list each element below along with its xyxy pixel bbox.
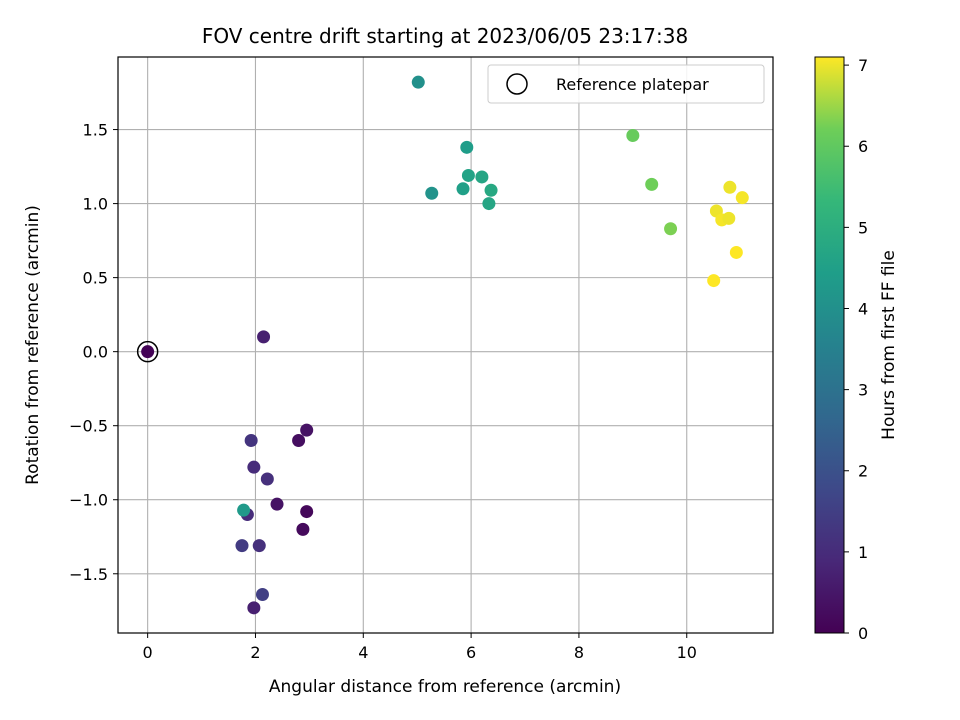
- plot-frame: [117, 56, 774, 634]
- data-point: [247, 601, 261, 615]
- colorbar-ticks: 0 1 2 3 4 5 6 7: [844, 56, 868, 643]
- y-tick-label: 1.5: [83, 121, 108, 140]
- data-point: [645, 177, 659, 191]
- colorbar-tick-label: 4: [858, 299, 868, 318]
- data-point: [484, 183, 498, 197]
- y-tick-label: 1.0: [83, 195, 108, 214]
- colorbar-gradient: [814, 56, 845, 634]
- scatter-points: [141, 75, 749, 615]
- y-tick-label: −0.5: [69, 417, 108, 436]
- data-point: [707, 274, 721, 288]
- y-axis-ticks: −1.5 −1.0 −0.5 0.0 0.5 1.0 1.5: [69, 121, 118, 584]
- colorbar-tick-label: 7: [858, 56, 868, 75]
- y-tick-label: 0.0: [83, 343, 108, 362]
- colorbar-label: Hours from first FF file: [879, 250, 899, 440]
- data-point: [475, 170, 489, 184]
- grid-lines: [118, 57, 773, 633]
- legend: Reference platepar: [487, 64, 765, 104]
- colorbar-tick-label: 3: [858, 381, 868, 400]
- data-point: [252, 539, 266, 553]
- data-point: [260, 472, 274, 486]
- data-point: [300, 423, 314, 437]
- y-tick-label: 0.5: [83, 269, 108, 288]
- data-point: [735, 191, 749, 205]
- x-tick-label: 2: [250, 643, 260, 662]
- x-tick-label: 0: [143, 643, 153, 662]
- data-point: [460, 140, 474, 154]
- colorbar-tick-label: 5: [858, 218, 868, 237]
- legend-marker-icon: [506, 73, 528, 95]
- data-point: [247, 460, 261, 474]
- data-point: [729, 245, 743, 259]
- data-point: [482, 197, 496, 211]
- x-axis-label: Angular distance from reference (arcmin): [269, 677, 621, 697]
- colorbar-tick-label: 6: [858, 137, 868, 156]
- legend-label: Reference platepar: [556, 75, 709, 94]
- data-point: [296, 522, 310, 536]
- data-point: [425, 186, 439, 200]
- data-point: [411, 75, 425, 89]
- data-point: [456, 182, 470, 196]
- data-point: [235, 539, 249, 553]
- y-axis-label: Rotation from reference (arcmin): [23, 205, 43, 485]
- x-axis-ticks: 0 2 4 6 8 10: [143, 633, 697, 662]
- data-point: [722, 211, 736, 225]
- reference-point-marker: [136, 340, 159, 363]
- data-point: [270, 497, 284, 511]
- y-tick-label: −1.0: [69, 491, 108, 510]
- data-point: [461, 168, 475, 182]
- colorbar-tick-label: 2: [858, 462, 868, 481]
- data-point: [626, 128, 640, 142]
- x-tick-label: 6: [466, 643, 476, 662]
- data-point: [255, 588, 269, 602]
- data-point: [257, 330, 271, 344]
- data-point: [292, 434, 306, 448]
- legend-box: [487, 64, 765, 104]
- colorbar-tick-label: 0: [858, 624, 868, 643]
- data-point: [141, 345, 155, 359]
- reference-marker: [136, 340, 159, 363]
- data-point: [237, 503, 251, 517]
- y-tick-label: −1.5: [69, 565, 108, 584]
- x-tick-label: 10: [677, 643, 697, 662]
- chart-title: FOV centre drift starting at 2023/06/05 …: [202, 24, 688, 48]
- data-point: [664, 222, 678, 236]
- x-tick-label: 4: [358, 643, 368, 662]
- colorbar: 0 1 2 3 4 5 6 7 Hours from first FF file: [814, 56, 899, 643]
- data-point: [244, 434, 258, 448]
- colorbar-tick-label: 1: [858, 543, 868, 562]
- data-point: [300, 505, 314, 519]
- data-point: [723, 180, 737, 194]
- x-tick-label: 8: [574, 643, 584, 662]
